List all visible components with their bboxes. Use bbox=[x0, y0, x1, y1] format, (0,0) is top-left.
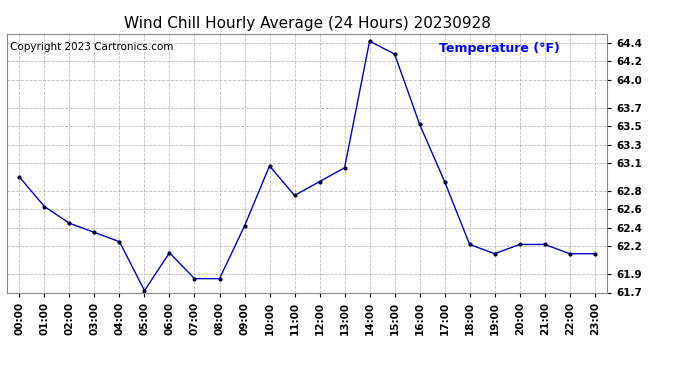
Text: Copyright 2023 Cartronics.com: Copyright 2023 Cartronics.com bbox=[10, 42, 173, 51]
Text: Temperature (°F): Temperature (°F) bbox=[439, 42, 560, 54]
Title: Wind Chill Hourly Average (24 Hours) 20230928: Wind Chill Hourly Average (24 Hours) 202… bbox=[124, 16, 491, 31]
